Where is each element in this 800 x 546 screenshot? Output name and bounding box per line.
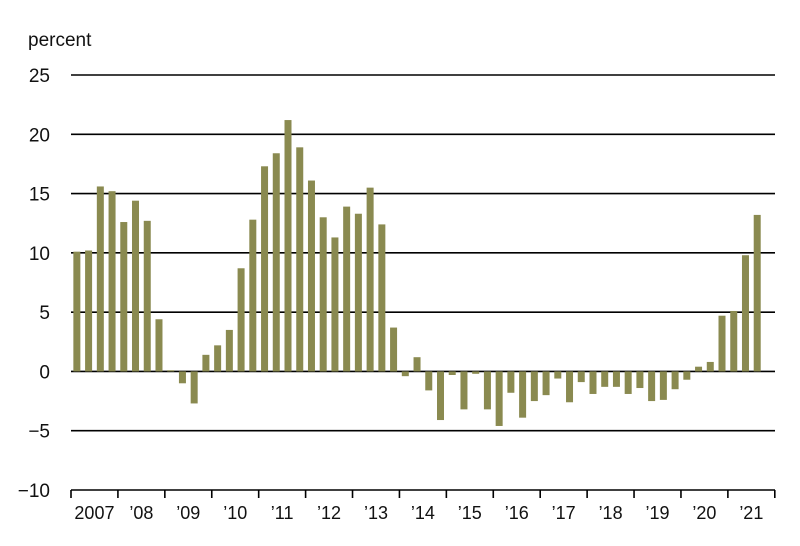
y-tick-label: −5 (28, 422, 50, 443)
x-tick-label: ’10 (223, 503, 247, 523)
bar (648, 371, 656, 402)
bar (354, 213, 362, 372)
bar (155, 319, 163, 372)
y-tick-labels: 25 20 15 10 5 0 −5 −10 (18, 66, 50, 502)
bar (437, 371, 444, 421)
y-tick-label: 20 (29, 125, 50, 146)
x-tick-label: ’19 (645, 503, 669, 523)
x-tick-label: ’12 (317, 503, 341, 523)
x-tick-label: ’11 (271, 503, 294, 523)
x-tick-label: ’21 (739, 503, 763, 523)
bar (706, 361, 714, 372)
bar (753, 214, 761, 372)
x-tick-label: ’17 (552, 503, 576, 523)
bar (448, 371, 456, 375)
bar (519, 371, 527, 418)
x-axis: 2007 ’08 ’09 ’10 ’11 ’12 ’13 ’14 ’15 ’16 ’17 ’18 ’19… (70, 489, 776, 523)
x-tick-label: ’08 (129, 503, 153, 523)
bar (190, 371, 198, 404)
bars (73, 120, 761, 426)
y-tick-label: 10 (29, 244, 50, 265)
x-tick-label: ’16 (505, 503, 529, 523)
bar (73, 251, 81, 372)
y-tick-label: 0 (39, 362, 50, 383)
bar (331, 237, 339, 372)
bar (566, 371, 574, 403)
bar (343, 206, 351, 372)
bar (178, 371, 186, 384)
bar (589, 371, 597, 394)
bar (120, 222, 128, 372)
bar (495, 371, 503, 426)
bar (284, 120, 292, 372)
bar (730, 310, 738, 372)
x-tick-label: ’13 (364, 503, 388, 523)
bar (577, 371, 585, 383)
bar (624, 371, 632, 394)
bar (741, 255, 749, 372)
y-tick-label: 5 (39, 303, 50, 324)
bar (472, 371, 480, 374)
bar (132, 200, 140, 372)
bar (167, 370, 175, 372)
bar (85, 250, 93, 372)
y-axis-unit-label: percent (28, 30, 92, 51)
bar (542, 371, 550, 396)
bar (378, 224, 386, 372)
bar (612, 371, 620, 387)
bar (307, 180, 315, 372)
bar (671, 371, 679, 390)
y-tick-label: −10 (18, 481, 50, 502)
bar (202, 354, 210, 372)
bar (659, 371, 667, 400)
bar (390, 327, 398, 372)
bar (296, 147, 304, 372)
bar (413, 357, 421, 372)
bar (695, 366, 703, 372)
bar (425, 371, 433, 391)
bar (214, 345, 222, 372)
bar (249, 219, 257, 372)
bar (718, 315, 726, 372)
x-tick-label: ’18 (599, 503, 623, 523)
bar (507, 371, 515, 393)
gridlines (71, 74, 775, 432)
bar (96, 186, 104, 372)
bar (272, 153, 280, 372)
bar (460, 371, 468, 410)
x-tick-label: 2007 (74, 503, 114, 523)
bar (601, 371, 609, 387)
x-tick-label: ’09 (176, 503, 200, 523)
bar (261, 166, 269, 372)
bar (237, 268, 245, 372)
y-tick-label: 25 (29, 66, 50, 87)
bar (483, 371, 491, 410)
bar (225, 329, 233, 372)
y-tick-label: 15 (29, 185, 50, 206)
bar (683, 371, 691, 380)
bar (636, 371, 644, 389)
bar (401, 371, 409, 377)
bar (319, 217, 327, 372)
bar (143, 220, 151, 372)
x-tick-label: ’14 (411, 503, 435, 523)
x-tick-label: ’20 (692, 503, 716, 523)
bar (366, 187, 374, 372)
bar (530, 371, 538, 402)
bar (108, 191, 116, 372)
x-tick-label: ’15 (458, 503, 482, 523)
bar (554, 371, 562, 379)
